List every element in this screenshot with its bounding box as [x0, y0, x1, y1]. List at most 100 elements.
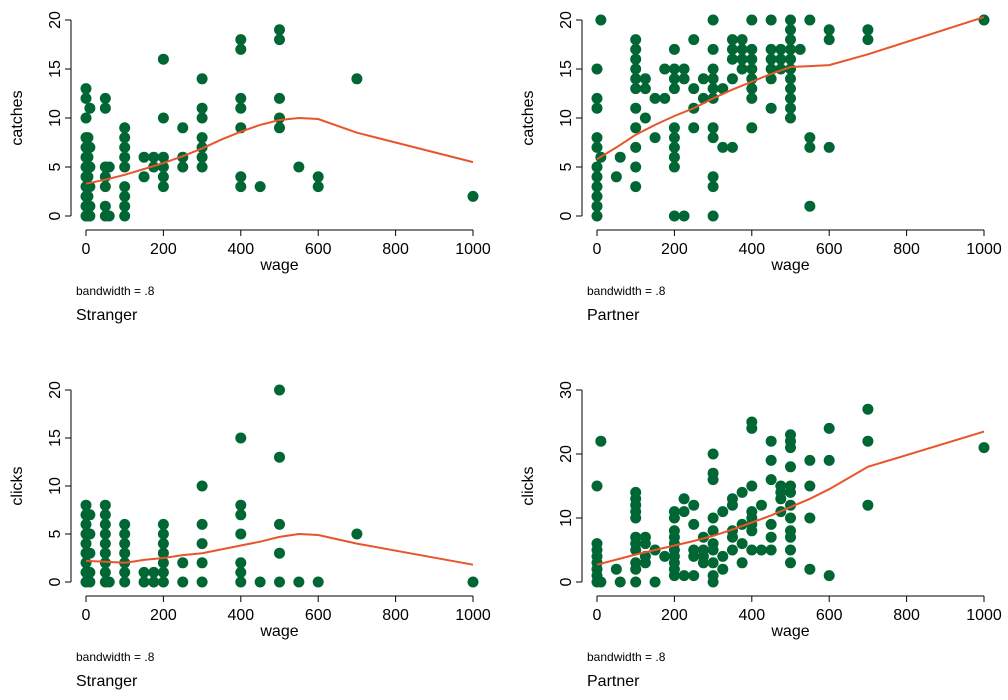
data-point — [177, 122, 189, 134]
data-point — [746, 544, 758, 556]
data-point — [688, 83, 700, 95]
data-point — [678, 570, 690, 582]
data-point — [746, 14, 758, 26]
data-point — [119, 576, 131, 588]
data-point — [99, 509, 111, 521]
data-point — [785, 34, 796, 46]
y-tick-label: 10 — [558, 509, 575, 527]
bandwidth-note: bandwidth = .8 — [76, 284, 155, 298]
data-point — [785, 102, 796, 114]
data-point — [746, 53, 758, 65]
data-point — [765, 518, 777, 530]
data-point — [274, 518, 285, 530]
y-axis-title: clicks — [520, 466, 537, 505]
bandwidth-note: bandwidth = .8 — [587, 650, 666, 664]
x-tick-label: 600 — [816, 607, 843, 624]
data-point — [80, 112, 92, 124]
y-tick-label: 0 — [47, 577, 64, 586]
data-point — [707, 171, 719, 183]
chart-panel-bottom-right: 0 10 20 30 clicks 0 200 400 600 800 1000 wage bandwi… — [520, 381, 1002, 690]
y-tick-label: 10 — [558, 109, 575, 127]
data-point — [99, 547, 111, 559]
data-point — [80, 557, 92, 569]
data-point — [157, 576, 169, 588]
data-point — [659, 63, 671, 75]
data-point — [668, 132, 680, 144]
data-point — [235, 499, 247, 511]
data-point — [746, 83, 758, 95]
data-point — [707, 557, 719, 569]
data-point — [630, 161, 642, 173]
data-point — [785, 53, 796, 65]
data-point — [688, 518, 700, 530]
data-point — [157, 53, 169, 65]
data-point — [196, 557, 208, 569]
data-point — [80, 538, 92, 550]
data-point — [274, 24, 285, 36]
data-point — [80, 518, 92, 530]
data-point — [196, 538, 208, 550]
chart-panel-top-left: 0 5 10 15 20 catches 0 200 400 600 800 1000 wage band… — [9, 11, 491, 324]
data-point — [649, 92, 661, 104]
data-point — [595, 435, 607, 447]
data-point — [862, 499, 874, 511]
y-tick-label: 20 — [47, 11, 64, 29]
data-point — [591, 92, 603, 104]
data-point — [80, 92, 92, 104]
data-point — [99, 200, 111, 212]
data-point — [591, 132, 603, 144]
data-point — [99, 528, 111, 540]
x-tick-label: 800 — [893, 607, 920, 624]
data-point — [84, 576, 96, 588]
data-point — [785, 429, 796, 441]
y-tick-label: 20 — [47, 381, 64, 399]
data-point — [157, 151, 169, 163]
data-point — [119, 141, 131, 153]
data-point — [119, 566, 131, 578]
y-axis-title: clicks — [9, 466, 26, 505]
data-point — [84, 210, 96, 222]
data-point — [157, 547, 169, 559]
data-point — [591, 538, 603, 550]
data-point — [697, 544, 709, 556]
data-point — [235, 43, 247, 55]
x-tick-label: 200 — [661, 241, 688, 258]
data-point — [717, 506, 729, 518]
lowess-smooth-line — [85, 532, 474, 566]
x-tick-label: 600 — [305, 241, 332, 258]
data-point — [196, 112, 208, 124]
data-point — [235, 509, 247, 521]
data-point — [765, 53, 777, 65]
data-point — [823, 570, 835, 582]
data-point — [717, 563, 729, 575]
data-point — [639, 73, 651, 85]
data-point — [775, 53, 787, 65]
data-point — [119, 122, 131, 134]
data-point — [138, 576, 150, 588]
data-point — [668, 151, 680, 163]
data-point — [103, 576, 115, 588]
data-point — [196, 73, 208, 85]
data-point — [785, 461, 796, 473]
data-point — [746, 92, 758, 104]
data-point — [630, 83, 642, 95]
x-tick-label: 0 — [593, 241, 602, 258]
data-point — [678, 493, 690, 505]
data-point — [235, 528, 247, 540]
data-point — [630, 63, 642, 75]
x-axis-title: wage — [259, 623, 298, 640]
data-point — [707, 525, 719, 537]
x-tick-label: 200 — [661, 607, 688, 624]
data-point — [119, 210, 131, 222]
lowess-smooth-line — [596, 430, 985, 566]
data-point — [862, 435, 874, 447]
data-point — [274, 384, 285, 396]
data-point — [765, 454, 777, 466]
data-point — [678, 506, 690, 518]
y-tick-label: 30 — [558, 381, 575, 399]
data-point — [726, 43, 738, 55]
data-point — [804, 141, 816, 153]
data-point — [639, 83, 651, 95]
data-point — [99, 92, 111, 104]
data-point — [785, 544, 796, 556]
